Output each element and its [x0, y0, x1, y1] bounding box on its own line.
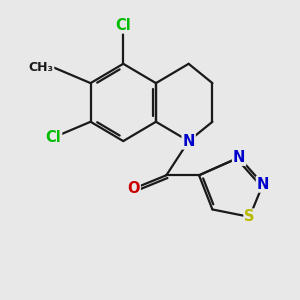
Text: Cl: Cl [116, 18, 131, 33]
Text: N: N [182, 134, 195, 148]
Text: Cl: Cl [46, 130, 61, 145]
Text: O: O [128, 181, 140, 196]
Text: CH₃: CH₃ [28, 61, 53, 74]
Text: N: N [233, 150, 245, 165]
Text: N: N [257, 177, 269, 192]
Text: S: S [244, 209, 255, 224]
